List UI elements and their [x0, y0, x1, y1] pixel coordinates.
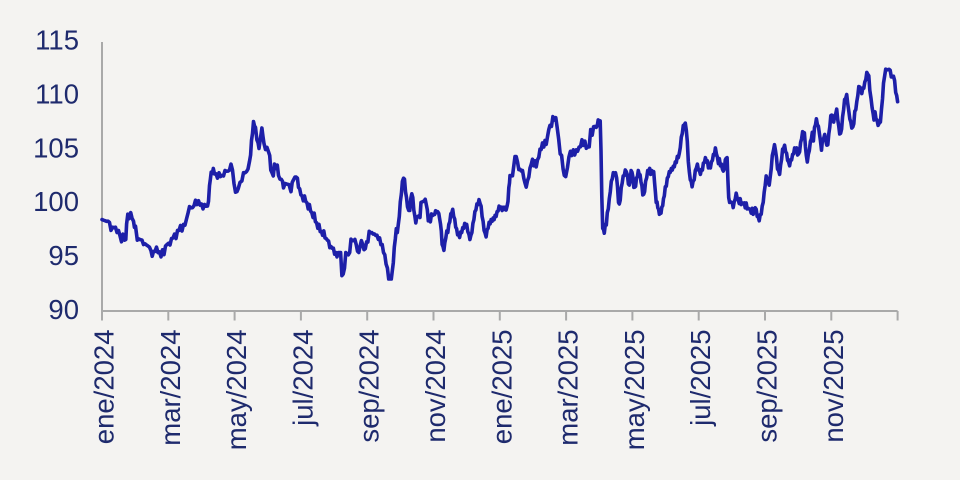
svg-text:mar/2024: mar/2024 — [155, 330, 186, 446]
svg-text:nov/2024: nov/2024 — [420, 330, 451, 443]
svg-text:110: 110 — [35, 78, 79, 109]
svg-text:sep/2025: sep/2025 — [752, 330, 783, 443]
svg-text:95: 95 — [48, 240, 79, 271]
svg-text:mar/2025: mar/2025 — [553, 330, 584, 446]
svg-text:115: 115 — [35, 25, 79, 56]
svg-text:100: 100 — [33, 186, 79, 217]
svg-text:sep/2024: sep/2024 — [354, 330, 385, 443]
svg-text:90: 90 — [48, 294, 79, 325]
svg-text:ene/2025: ene/2025 — [486, 330, 517, 445]
svg-text:nov/2025: nov/2025 — [818, 330, 849, 443]
svg-text:105: 105 — [33, 132, 79, 163]
svg-text:jul/2025: jul/2025 — [685, 330, 716, 427]
svg-text:jul/2024: jul/2024 — [287, 330, 318, 427]
svg-text:ene/2024: ene/2024 — [89, 330, 120, 445]
svg-text:may/2024: may/2024 — [221, 330, 252, 451]
svg-text:may/2025: may/2025 — [619, 330, 650, 451]
